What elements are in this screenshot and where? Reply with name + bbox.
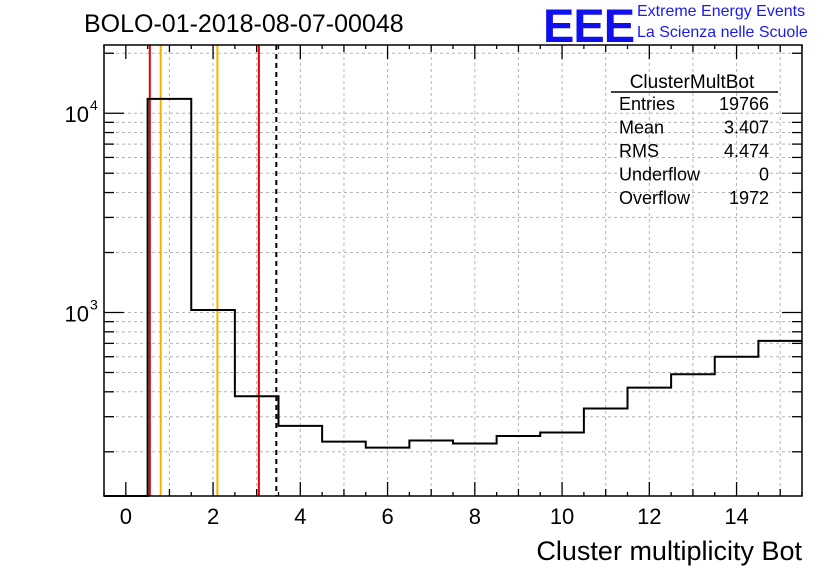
x-tick-label: 2	[207, 504, 219, 529]
stats-row-value: 0	[759, 165, 769, 185]
stats-row-label: Overflow	[619, 188, 691, 208]
y-tick-label-exponent: 4	[90, 97, 98, 113]
tick-layer	[103, 45, 803, 496]
plot-frame	[103, 44, 803, 497]
stats-title: ClusterMultBot	[630, 72, 755, 93]
x-tick-label: 8	[469, 504, 481, 529]
y-tick-label: 10	[65, 302, 89, 327]
logo-subtitle-line2: La Scienza nelle Scuole	[637, 24, 808, 41]
stats-row-value: 19766	[719, 94, 769, 114]
grid-layer	[104, 45, 802, 496]
y-tick-label-exponent: 3	[90, 297, 98, 313]
x-tick-label: 6	[381, 504, 393, 529]
stats-row-value: 3.407	[724, 118, 769, 138]
stats-box: ClusterMultBot Entries 19766 Mean 3.407 RMS 4…	[611, 72, 778, 208]
histogram-line	[104, 97, 802, 497]
eee-logo: EEE	[543, 0, 635, 52]
x-tick-label: 10	[550, 504, 574, 529]
x-tick-label: 4	[294, 504, 306, 529]
x-tick-label: 14	[724, 504, 748, 529]
x-tick-label: 12	[637, 504, 661, 529]
marker-layer	[148, 45, 278, 496]
run-title: BOLO-01-2018-08-07-00048	[84, 10, 404, 38]
y-tick-label: 10	[65, 102, 89, 127]
x-tick-label: 0	[120, 504, 132, 529]
stats-row-value: 4.474	[724, 141, 769, 161]
stats-row-label: Mean	[619, 118, 664, 138]
stats-row-value: 1972	[729, 188, 769, 208]
stats-row-label: Underflow	[619, 165, 701, 185]
stats-row-label: RMS	[619, 141, 659, 161]
x-axis-label: Cluster multiplicity Bot	[536, 536, 802, 566]
stats-row-label: Entries	[619, 94, 675, 114]
logo-subtitle-line1: Extreme Energy Events	[637, 3, 806, 20]
